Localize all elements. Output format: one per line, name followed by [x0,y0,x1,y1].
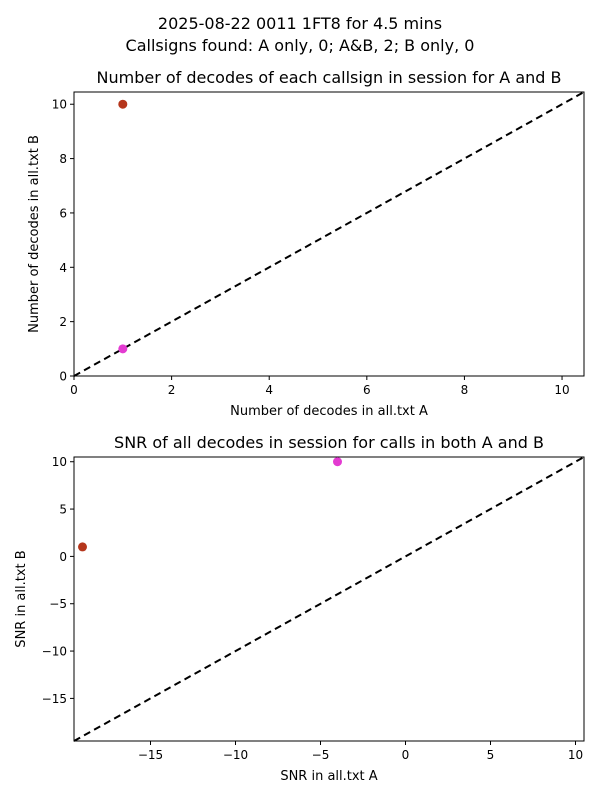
chart2-y-axis-label: SNR in all.txt B [14,550,29,647]
chart1-x-axis-label: Number of decodes in all.txt A [230,404,428,419]
chart2-x-tick-label: −5 [312,748,330,762]
chart2-x-axis-label: SNR in all.txt A [280,769,377,784]
chart1-point [118,99,128,109]
chart2-point [78,542,87,552]
chart2-y-tick-label: 5 [59,503,67,517]
chart1-axes-frame [73,91,585,377]
chart1-y-tick-label: 0 [59,370,67,384]
chart1-y-tick-label: 4 [59,261,67,275]
chart1-y-tick-label: 8 [59,152,67,166]
chart2-x-tick-label: −15 [138,748,163,762]
chart2-x-tick-label: 5 [487,748,495,762]
chart1-y-tick-label: 6 [59,206,67,220]
chart2-y-tick-label: −15 [42,692,67,706]
chart1-y-tick-label: 2 [59,315,67,329]
chart1-x-tick-label: 10 [554,383,569,397]
chart1-x-tick-label: 6 [363,383,371,397]
figure-suptitle-line1: 2025-08-22 0011 1FT8 for 4.5 mins [157,14,443,33]
chart2-y-tick-label: 0 [59,550,67,564]
chart2-y-tick-label: −10 [42,645,67,659]
chart1-point [118,344,128,354]
chart1-x-tick-label: 2 [168,383,176,397]
chart2-point [333,457,342,467]
chart2-title: SNR of all decodes in session for calls … [114,433,544,452]
chart2-y-tick-label: −5 [49,597,67,611]
chart1-x-tick-label: 4 [265,383,273,397]
chart1-x-tick-label: 8 [461,383,469,397]
chart1-x-tick-label: 0 [70,383,78,397]
chart1-title: Number of decodes of each callsign in se… [97,68,562,87]
chart1-y-axis-label: Number of decodes in all.txt B [27,135,42,333]
chart2-x-tick-label: 0 [402,748,410,762]
chart1-reference-line [73,91,585,377]
chart2-x-tick-label: 10 [568,748,583,762]
figure-suptitle-line2: Callsigns found: A only, 0; A&B, 2; B on… [125,36,475,55]
chart2-axes-frame [73,456,585,742]
chart2-reference-line [73,456,585,742]
chart2-y-tick-label: 10 [52,455,67,469]
chart1-y-tick-label: 10 [52,98,67,112]
chart2-x-tick-label: −10 [223,748,248,762]
